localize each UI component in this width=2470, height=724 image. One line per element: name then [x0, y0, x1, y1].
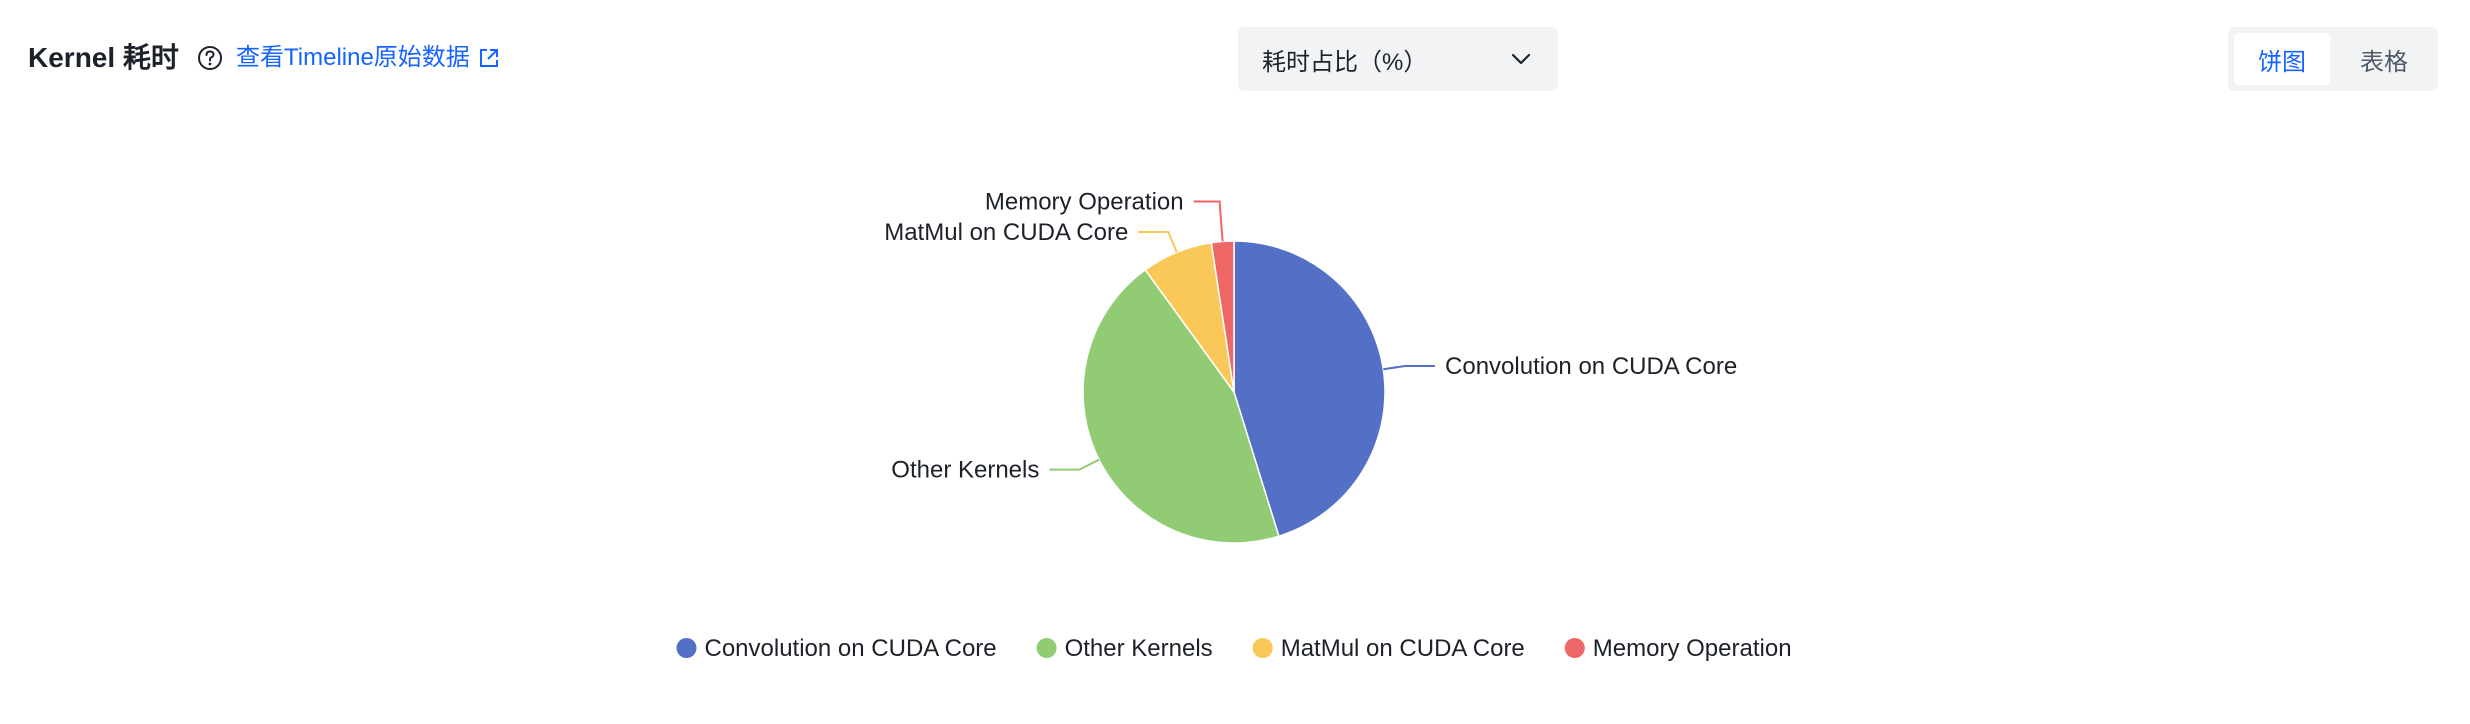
- legend-label: Memory Operation: [1593, 635, 1792, 662]
- legend-item-convolution-on-cuda-core[interactable]: Convolution on CUDA Core: [676, 635, 997, 662]
- timeline-link-label: 查看Timeline原始数据: [236, 44, 470, 71]
- question-circle-icon[interactable]: [196, 44, 224, 72]
- label-line-matmul-on-cuda-core: [1138, 231, 1178, 253]
- external-link-icon: [479, 49, 498, 67]
- legend-item-other-kernels[interactable]: Other Kernels: [1036, 635, 1213, 662]
- metric-select[interactable]: 耗时占比（%）: [1238, 27, 1558, 91]
- pie-slice-convolution-on-cuda-core[interactable]: [1233, 240, 1386, 538]
- view-toggle: 饼图 表格: [2228, 27, 2438, 91]
- legend-label: MatMul on CUDA Core: [1281, 635, 1525, 662]
- chevron-down-icon: [1511, 53, 1531, 65]
- legend-label: Other Kernels: [1065, 635, 1213, 662]
- legend-label: Convolution on CUDA Core: [705, 635, 997, 662]
- legend-marker: [1564, 638, 1585, 658]
- legend-item-memory-operation[interactable]: Memory Operation: [1564, 635, 1792, 662]
- legend-marker: [1252, 638, 1273, 658]
- legend-item-matmul-on-cuda-core[interactable]: MatMul on CUDA Core: [1252, 635, 1525, 662]
- pie-slice-memory-operation[interactable]: [1210, 240, 1235, 393]
- slice-label-memory-operation: Memory Operation: [985, 189, 1184, 216]
- label-line-memory-operation: [1193, 200, 1224, 242]
- slice-label-other-kernels: Other Kernels: [891, 457, 1039, 484]
- tab-table[interactable]: 表格: [2360, 48, 2408, 76]
- slice-label-convolution-on-cuda-core: Convolution on CUDA Core: [1445, 353, 1737, 380]
- label-line-convolution-on-cuda-core: [1383, 365, 1435, 371]
- header: Kernel 耗时 查看Timeline原始数据 耗时占比（%） 饼图 表格: [0, 0, 2470, 120]
- tab-pie-chart[interactable]: 饼图: [2234, 33, 2330, 85]
- label-line-other-kernels: [1049, 458, 1100, 471]
- slice-label-matmul-on-cuda-core: MatMul on CUDA Core: [884, 219, 1128, 246]
- pie-slice-other-kernels[interactable]: [1082, 268, 1280, 544]
- legend-marker: [676, 638, 697, 658]
- metric-select-value: 耗时占比（%）: [1262, 48, 1428, 76]
- timeline-link[interactable]: 查看Timeline原始数据: [236, 40, 500, 76]
- legend: Convolution on CUDA Core Other Kernels Mat…: [676, 635, 1792, 662]
- page-title: Kernel 耗时: [28, 42, 179, 73]
- legend-marker: [1036, 638, 1057, 658]
